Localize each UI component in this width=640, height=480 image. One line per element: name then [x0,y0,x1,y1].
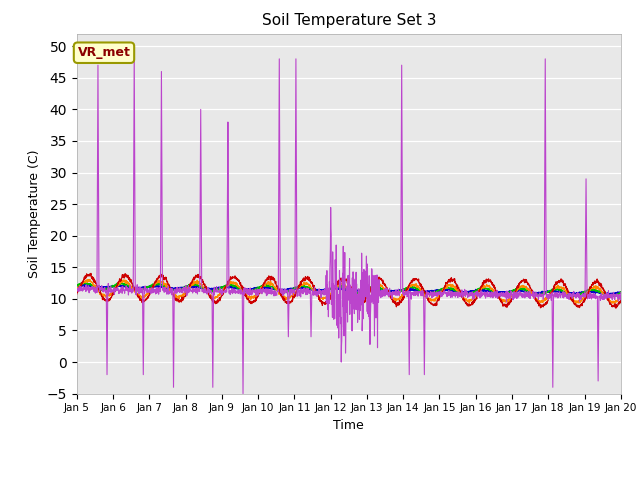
Legend: Tsoil -2cm, Tsoil -4cm, Tsoil -8cm, Tsoil -16cm, Tsoil -32cm: Tsoil -2cm, Tsoil -4cm, Tsoil -8cm, Tsoi… [77,477,621,480]
Title: Soil Temperature Set 3: Soil Temperature Set 3 [262,13,436,28]
Text: VR_met: VR_met [77,46,131,59]
X-axis label: Time: Time [333,419,364,432]
Y-axis label: Soil Temperature (C): Soil Temperature (C) [28,149,41,278]
